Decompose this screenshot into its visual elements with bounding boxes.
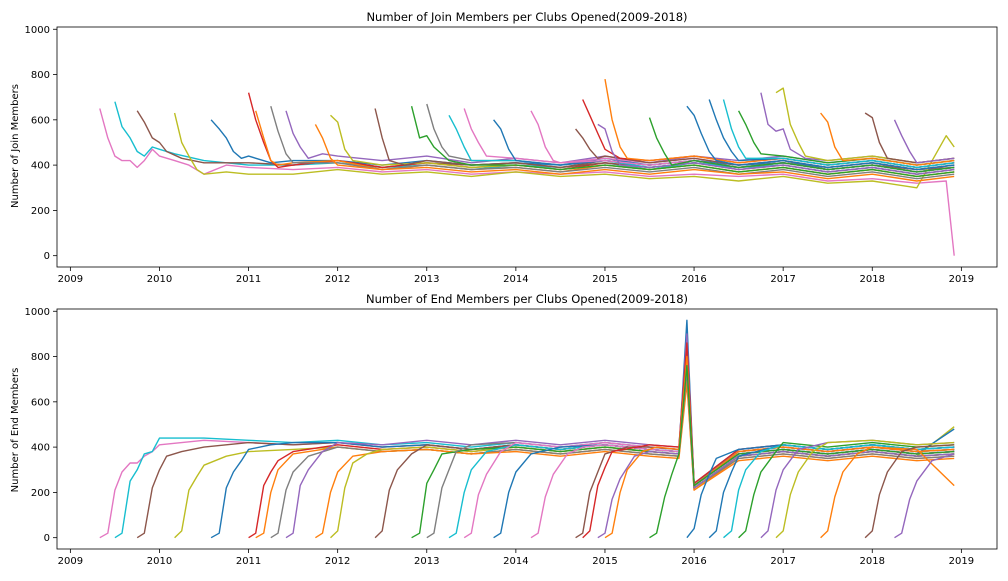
x-tick-label: 2010 — [147, 556, 172, 567]
series-line-10 — [314, 124, 955, 182]
series-line-26 — [723, 444, 955, 539]
y-tick-label: 400 — [31, 443, 50, 454]
series-line-5 — [210, 319, 955, 539]
series-line-26 — [722, 99, 955, 169]
x-tick-label: 2014 — [503, 274, 528, 285]
series-line-29 — [775, 87, 955, 164]
x-tick-label: 2019 — [949, 274, 974, 285]
series-line-31 — [864, 112, 955, 164]
x-tick-label: 2018 — [860, 556, 885, 567]
series-line-25 — [708, 99, 955, 169]
axes-frame — [56, 308, 998, 550]
series-line-9 — [285, 110, 955, 166]
chart-title: Number of End Members per Clubs Opened(2… — [366, 292, 688, 306]
series-line-8 — [270, 367, 955, 539]
join-members-panel: Number of Join Members per Clubs Opened(… — [10, 10, 998, 285]
series-line-23 — [649, 364, 955, 539]
series-line-20 — [582, 342, 955, 539]
x-tick-label: 2016 — [681, 274, 706, 285]
x-tick-label: 2009 — [58, 274, 83, 285]
x-tick-label: 2017 — [770, 556, 795, 567]
y-axis-label: Number of End Members — [10, 368, 21, 493]
x-tick-label: 2017 — [770, 274, 795, 285]
y-tick-label: 0 — [44, 533, 50, 544]
x-tick-label: 2009 — [58, 556, 83, 567]
y-axis-label: Number of Join Members — [10, 84, 21, 208]
y-tick-label: 200 — [31, 488, 50, 499]
y-tick-label: 1000 — [25, 307, 50, 318]
y-tick-label: 800 — [31, 70, 50, 81]
x-tick-label: 2014 — [503, 556, 528, 567]
x-tick-label: 2012 — [325, 274, 350, 285]
series-line-22 — [604, 355, 955, 539]
series-line-2 — [114, 337, 955, 539]
x-tick-label: 2011 — [236, 556, 261, 567]
x-tick-label: 2015 — [592, 556, 617, 567]
series-line-28 — [760, 92, 955, 164]
series-line-23 — [648, 117, 955, 173]
series-line-4 — [173, 112, 955, 189]
series-line-24 — [686, 105, 955, 171]
series-line-10 — [315, 383, 955, 539]
x-tick-label: 2019 — [949, 556, 974, 567]
x-tick-label: 2016 — [681, 556, 706, 567]
series-line-29 — [775, 439, 955, 539]
x-tick-label: 2012 — [325, 556, 350, 567]
x-tick-label: 2013 — [414, 556, 439, 567]
y-tick-label: 600 — [31, 397, 50, 408]
y-tick-label: 0 — [44, 251, 50, 262]
y-tick-label: 800 — [31, 352, 50, 363]
x-tick-label: 2015 — [592, 274, 617, 285]
series-line-13 — [410, 106, 955, 178]
series-line-21 — [597, 123, 955, 175]
series-line-8 — [270, 106, 955, 180]
x-tick-label: 2010 — [147, 274, 172, 285]
series-line-31 — [864, 444, 955, 539]
series-line-32 — [894, 453, 955, 539]
end-members-panel: Number of End Members per Clubs Opened(2… — [10, 292, 998, 567]
chart-title: Number of Join Members per Clubs Opened(… — [366, 10, 687, 24]
series-line-30 — [820, 112, 955, 166]
series-line-32 — [893, 119, 955, 164]
y-tick-label: 600 — [31, 115, 50, 126]
series-line-22 — [604, 78, 955, 169]
axes-frame — [56, 26, 998, 268]
x-tick-label: 2013 — [414, 274, 439, 285]
series-line-1 — [99, 108, 955, 256]
x-tick-label: 2011 — [236, 274, 261, 285]
y-tick-label: 400 — [31, 161, 50, 172]
x-tick-label: 2018 — [860, 274, 885, 285]
y-tick-label: 1000 — [25, 25, 50, 36]
y-tick-label: 200 — [31, 206, 50, 217]
series-line-27 — [738, 441, 955, 539]
